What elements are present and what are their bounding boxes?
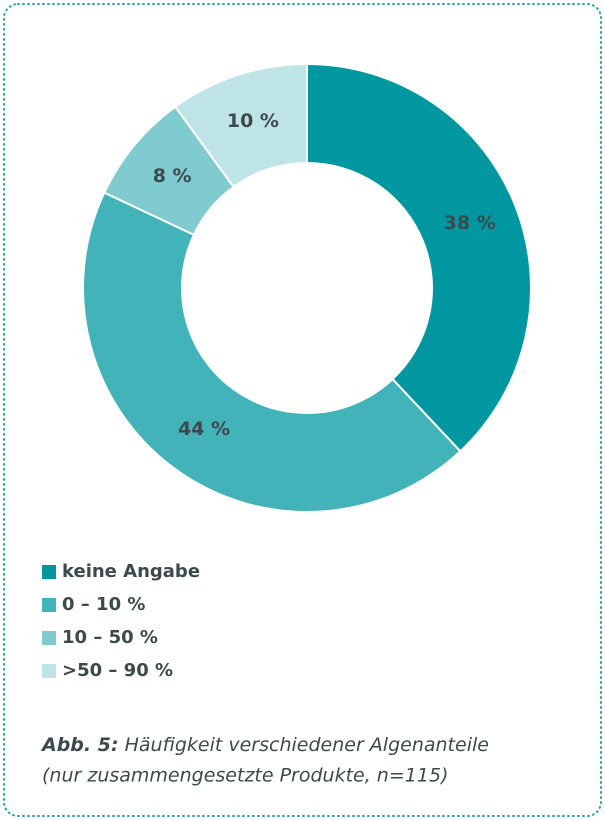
data-label: 44 % — [178, 418, 230, 440]
legend-label: 10 – 50 % — [62, 627, 158, 648]
legend-swatch — [42, 664, 56, 678]
legend-swatch — [42, 631, 56, 645]
caption-label: Abb. 5: — [40, 734, 119, 756]
caption-line-1: Abb. 5: Häufigkeit verschiedener Algenan… — [40, 734, 489, 756]
donut-segment — [306, 62, 532, 453]
frame — [3, 3, 602, 817]
caption-line-2: (nur zusammengesetzte Produkte, n=115) — [42, 765, 448, 787]
legend-swatch — [42, 565, 56, 579]
legend-label: 0 – 10 % — [62, 594, 145, 615]
legend-label: keine Angabe — [62, 561, 200, 582]
legend: keine Angabe 0 – 10 % 10 – 50 % >50 – 90 % — [42, 561, 200, 681]
donut-segment — [173, 62, 308, 189]
data-label: 8 % — [153, 165, 192, 187]
data-label: 10 % — [227, 110, 279, 132]
legend-label: >50 – 90 % — [62, 660, 173, 681]
donut-segment — [82, 191, 462, 513]
caption-text: Häufigkeit verschiedener Algenanteile — [119, 734, 489, 756]
legend-swatch — [42, 598, 56, 612]
donut: 38 % 44 % 8 % 10 % — [82, 62, 532, 513]
data-label: 38 % — [444, 212, 496, 234]
